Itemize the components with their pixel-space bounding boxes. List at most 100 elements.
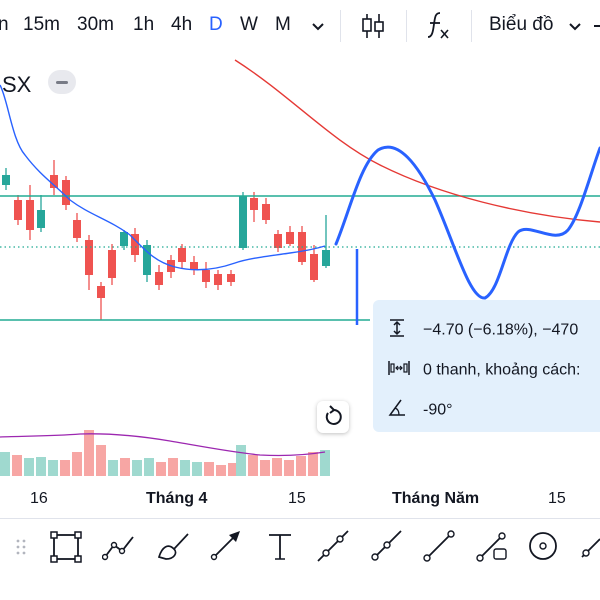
candlestick-icon[interactable] [360,12,386,40]
candle-body [73,220,81,238]
x-axis-label: Tháng 4 [146,490,208,507]
candles [2,160,330,320]
divider [340,10,341,42]
extended-line-icon[interactable] [422,529,456,563]
x-axis-label: Tháng Năm [392,490,480,507]
more-icon[interactable] [592,18,600,34]
volume-bar [204,462,214,476]
candle-body [214,274,222,285]
volume-bar [180,460,190,476]
collapse-legend-button[interactable] [48,70,76,94]
candle-body [2,175,10,185]
long-moving-average-line [234,59,600,223]
volume-bar [96,445,106,476]
timeframe-1h[interactable]: 1h [133,14,155,35]
volume-bar [84,430,94,476]
volume-bar [60,460,70,476]
x-axis-label: 16 [30,490,48,507]
rectangle-icon[interactable] [48,529,82,563]
measure-bars-row: 0 thanh, khoảng cách: [387,358,580,383]
timeframe-m[interactable]: M [275,14,291,35]
candle-body [286,232,294,244]
volume-bar [120,458,130,476]
measure-price-row: −4.70 (−6.18%), −470 [387,318,578,343]
candle-body [62,180,70,205]
freehand-drawing[interactable] [334,145,600,300]
trend-line-icon[interactable] [316,529,350,563]
bars-range-icon [387,358,411,383]
info-line-icon[interactable] [475,529,509,563]
candle-body [120,232,128,246]
timeframe-30m[interactable]: 30m [77,14,114,35]
volume-bar [236,445,246,476]
candle-body [50,175,58,188]
drag-handle-icon[interactable] [6,529,36,563]
candle-body [37,210,45,228]
volume-bar [108,460,118,476]
reset-icon [325,405,342,425]
candle-body [202,270,210,282]
candle-body [97,286,105,298]
volume-bar [72,452,82,476]
timeframe-15m[interactable]: 15m [23,14,60,35]
volume-moving-average-line [0,433,326,457]
angle-icon [387,398,411,423]
price-range-icon [387,318,411,343]
candle-body [85,240,93,275]
volume-bar [284,460,294,476]
measure-bars-text: 0 thanh, khoảng cách: [423,361,581,379]
timeframe-partial[interactable]: n [0,14,9,35]
divider [406,10,407,42]
candle-body [274,234,282,248]
volume-bar [320,450,330,476]
volume-bar [192,462,202,476]
candle-body [239,196,247,248]
volume-bar [272,458,282,476]
volume-bar [12,455,22,476]
volume-bar [228,463,238,476]
candle-body [108,250,116,278]
volume-bar [156,462,166,476]
price-chart[interactable] [0,52,600,518]
top-toolbar: n 15m 30m 1h 4h D W M Biểu đồ [0,0,600,52]
volume-bar [132,460,142,476]
measure-angle-row: -90° [387,398,453,423]
drawing-toolbar [0,518,600,579]
volume-bar [36,457,46,476]
reset-chart-button[interactable] [317,401,349,433]
measure-price-text: −4.70 (−6.18%), −470 [423,321,579,339]
bottom-strip [0,578,600,600]
chart-type-label[interactable]: Biểu đồ [489,14,554,35]
brush-icon[interactable] [156,529,190,563]
symbol-label[interactable]: SX [2,72,32,97]
candle-body [178,248,186,262]
candle-body [131,234,139,255]
text-icon[interactable] [263,529,297,563]
volume-bar [216,465,226,476]
chevron-down-icon[interactable] [567,18,583,34]
candle-body [310,254,318,280]
path-icon[interactable] [102,529,136,563]
x-axis-label: 15 [288,490,306,507]
volume-bar [48,460,58,476]
timeframe-w[interactable]: W [240,14,258,35]
candle-body [143,245,151,275]
circle-icon[interactable] [526,529,560,563]
timeframe-d[interactable]: D [209,14,223,35]
volume-bar [308,452,318,476]
chevron-down-icon[interactable] [310,18,326,34]
volume-bar [144,458,154,476]
measure-tooltip: −4.70 (−6.18%), −470 0 thanh, khoảng các… [373,300,600,432]
indicators-icon[interactable] [426,10,452,42]
volume-bar [248,455,258,476]
measure-angle-text: -90° [423,401,453,419]
ray-icon[interactable] [369,529,403,563]
timeframe-4h[interactable]: 4h [171,14,193,35]
horizontal-line-icon[interactable] [580,529,600,563]
volume-bar [260,460,270,476]
candle-body [26,200,34,230]
volume-bar [0,452,10,476]
short-moving-average-line [0,84,326,271]
arrow-icon[interactable] [208,529,242,563]
candle-body [262,204,270,220]
